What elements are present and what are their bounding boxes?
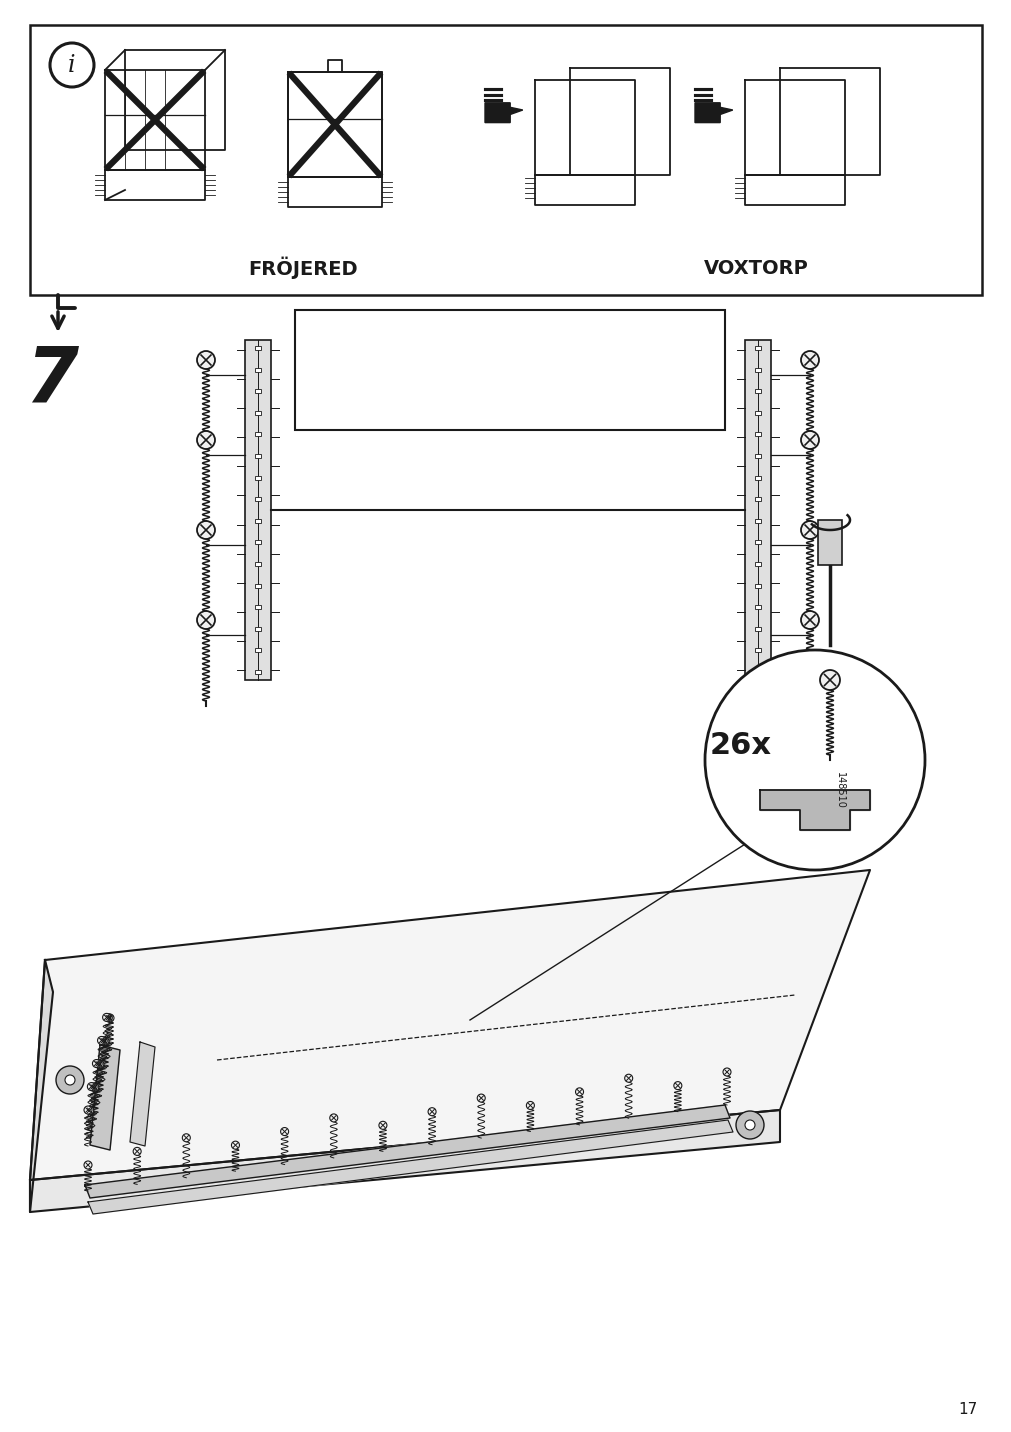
Circle shape [84, 1161, 92, 1169]
Circle shape [801, 611, 818, 629]
Text: VOXTORP: VOXTORP [703, 259, 808, 278]
Circle shape [197, 351, 214, 369]
Bar [754, 390, 760, 394]
Circle shape [197, 431, 214, 450]
Circle shape [197, 611, 214, 629]
Bar [255, 454, 261, 458]
Polygon shape [759, 790, 869, 831]
Circle shape [101, 1037, 109, 1045]
Circle shape [84, 1106, 92, 1114]
Circle shape [232, 1141, 240, 1148]
Circle shape [99, 1037, 107, 1045]
Bar [754, 497, 760, 501]
Bar [754, 670, 760, 674]
Circle shape [94, 1060, 102, 1068]
Circle shape [819, 670, 839, 690]
Circle shape [330, 1114, 338, 1121]
Polygon shape [90, 1045, 120, 1150]
Text: FRÖJERED: FRÖJERED [248, 256, 358, 279]
Polygon shape [695, 103, 732, 123]
Circle shape [744, 1120, 754, 1130]
Bar [754, 561, 760, 566]
Circle shape [104, 1014, 112, 1021]
Circle shape [96, 1060, 104, 1068]
Bar [30, 24, 981, 295]
Polygon shape [30, 1110, 779, 1211]
Bar [754, 518, 760, 523]
Circle shape [477, 1094, 484, 1103]
Circle shape [182, 1134, 190, 1141]
Bar [255, 497, 261, 501]
Polygon shape [88, 1120, 732, 1214]
Circle shape [86, 1107, 94, 1114]
Bar [255, 649, 261, 653]
Bar [255, 540, 261, 544]
Polygon shape [484, 103, 523, 123]
Circle shape [624, 1074, 632, 1083]
Circle shape [65, 1075, 75, 1085]
Polygon shape [85, 1106, 729, 1199]
Circle shape [92, 1060, 100, 1067]
Circle shape [735, 1111, 763, 1138]
Circle shape [280, 1127, 288, 1136]
Text: 7: 7 [25, 344, 79, 417]
Bar [255, 390, 261, 394]
Text: 26x: 26x [710, 730, 771, 759]
Bar [754, 454, 760, 458]
Bar [255, 670, 261, 674]
Bar [255, 606, 261, 609]
Bar [255, 561, 261, 566]
Bar [255, 627, 261, 632]
Bar [754, 368, 760, 371]
Bar [255, 411, 261, 415]
Bar [255, 347, 261, 349]
Bar [255, 584, 261, 587]
Bar [255, 475, 261, 480]
Circle shape [102, 1014, 110, 1021]
Circle shape [91, 1083, 99, 1091]
Text: 17: 17 [957, 1402, 977, 1418]
Polygon shape [30, 871, 869, 1180]
Circle shape [87, 1083, 95, 1091]
Circle shape [801, 351, 818, 369]
Bar [817, 520, 841, 566]
Bar [754, 606, 760, 609]
Circle shape [97, 1037, 105, 1044]
Circle shape [575, 1088, 583, 1095]
Circle shape [673, 1081, 681, 1090]
Circle shape [378, 1121, 386, 1130]
Bar [754, 540, 760, 544]
Circle shape [56, 1065, 84, 1094]
Bar [245, 339, 271, 680]
Polygon shape [30, 959, 53, 1211]
Bar [255, 368, 261, 371]
Bar [754, 584, 760, 587]
Bar [754, 432, 760, 437]
Polygon shape [129, 1042, 155, 1146]
Bar [754, 347, 760, 349]
Circle shape [133, 1147, 141, 1156]
Circle shape [428, 1108, 436, 1116]
Bar [744, 339, 770, 680]
Circle shape [526, 1101, 534, 1110]
Text: i: i [68, 53, 76, 76]
Circle shape [197, 521, 214, 538]
Bar [754, 627, 760, 632]
Bar [255, 432, 261, 437]
Bar [754, 475, 760, 480]
Circle shape [801, 431, 818, 450]
Bar [754, 649, 760, 653]
Circle shape [106, 1014, 114, 1022]
Bar [754, 411, 760, 415]
Circle shape [722, 1068, 730, 1075]
Circle shape [89, 1083, 97, 1091]
Circle shape [801, 521, 818, 538]
Bar [295, 309, 724, 430]
Bar [255, 518, 261, 523]
Circle shape [705, 650, 924, 871]
Text: 148510: 148510 [834, 772, 844, 809]
